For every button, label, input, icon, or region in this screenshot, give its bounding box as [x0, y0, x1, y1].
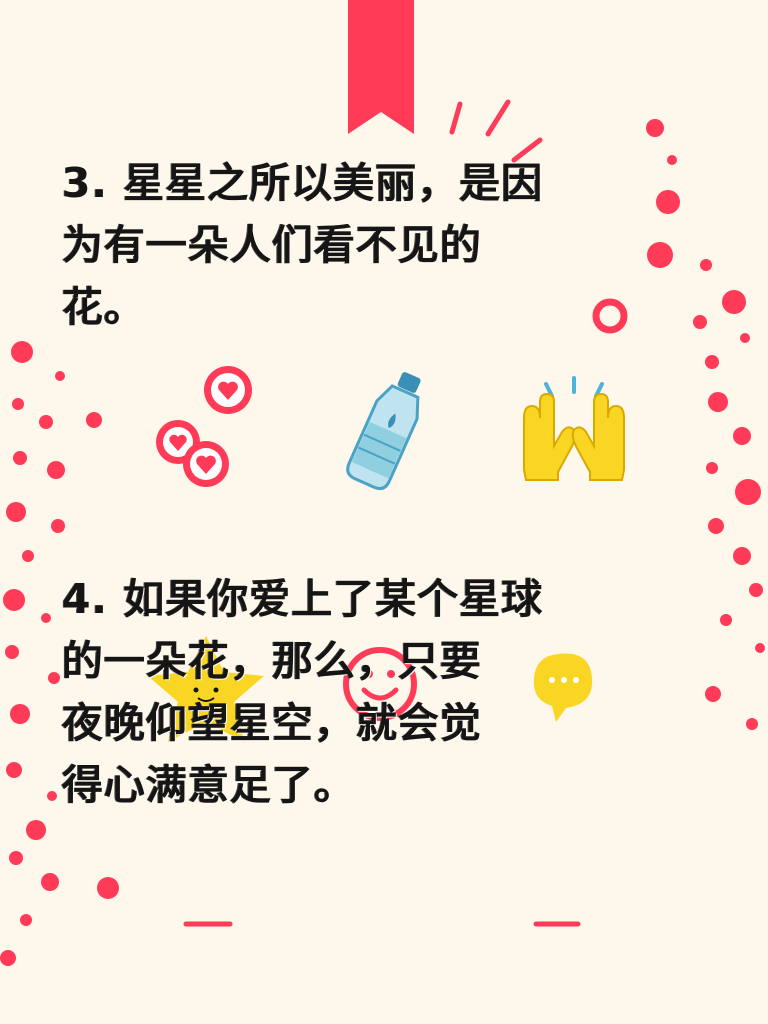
quote-4-text: 4. 如果你爱上了某个星球 的一朵花，那么，只要 夜晚仰望星空，就会觉 得心满意… — [62, 568, 672, 816]
quote-3-line-2: 为有一朵人们看不见的 — [62, 221, 482, 269]
quote-4-line-1: 4. 如果你爱上了某个星球 — [62, 575, 544, 623]
red-ring-icon — [592, 298, 628, 334]
yellow-chat-bubble-icon — [533, 653, 593, 722]
smiling-star-icon — [148, 636, 264, 742]
bookmark-ribbon-icon — [348, 0, 414, 134]
quote-3-text: 3. 星星之所以美丽，是因 为有一朵人们看不见的 花。 — [62, 152, 662, 338]
quote-4-line-3: 夜晚仰望星空，就会觉 — [62, 699, 482, 747]
quote-4-line-2: 的一朵花，那么，只要 — [62, 637, 482, 685]
sparkle-lines — [449, 99, 543, 163]
confetti-dots — [0, 119, 765, 966]
quote-3-line-1: 3. 星星之所以美丽，是因 — [62, 159, 544, 207]
water-bottle-icon — [346, 372, 421, 491]
heart-bubble-icon — [156, 366, 252, 487]
quote-3-line-3: 花。 — [62, 283, 146, 331]
raised-hands-icon — [523, 376, 625, 481]
smiley-face-icon — [343, 647, 417, 721]
quote-4-line-4: 得心满意足了。 — [62, 761, 356, 809]
